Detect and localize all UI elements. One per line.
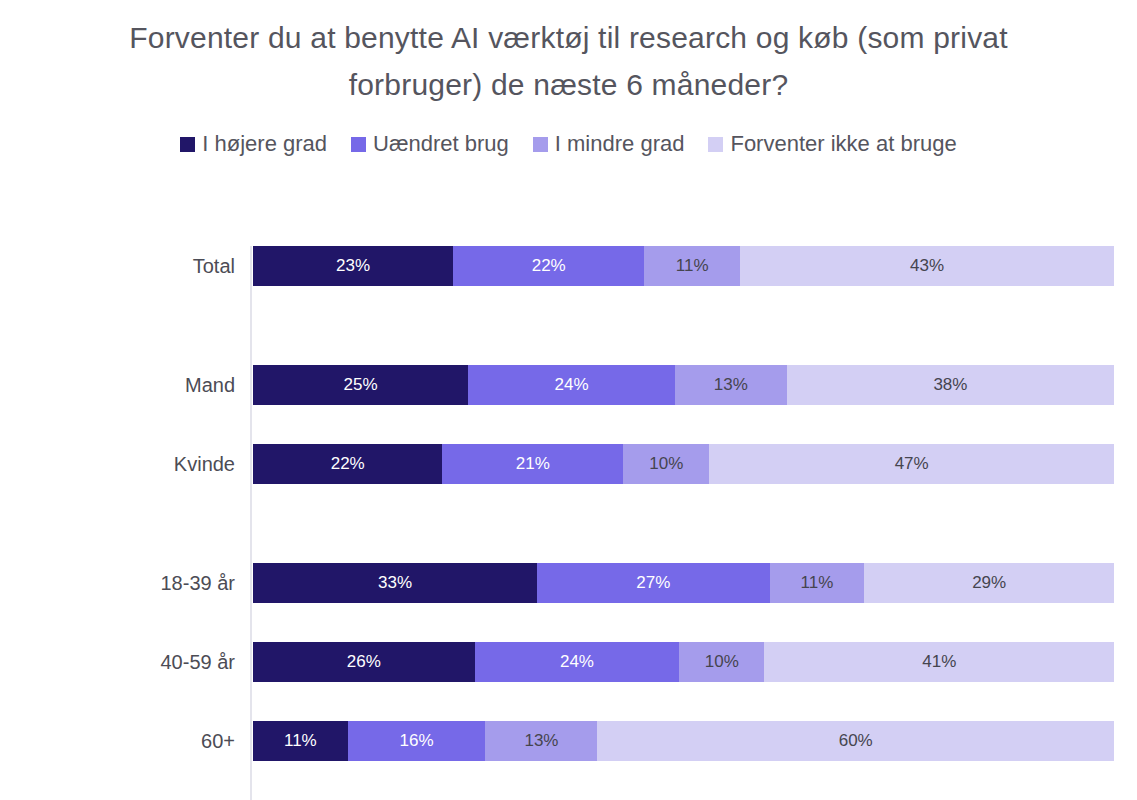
bar-segment: 24% (475, 642, 680, 682)
segment-value-label: 47% (895, 454, 929, 474)
bar-segment: 41% (764, 642, 1114, 682)
bar-segment: 60% (597, 721, 1114, 761)
bar-segment: 47% (709, 444, 1114, 484)
bar-segment: 29% (864, 563, 1114, 603)
category-label: 60+ (0, 730, 235, 753)
bar-segment: 10% (679, 642, 764, 682)
legend-item: Uændret brug (351, 131, 509, 157)
segment-value-label: 26% (347, 652, 381, 672)
segment-value-label: 11% (801, 573, 834, 593)
category-label: Mand (0, 374, 235, 397)
segment-value-label: 24% (560, 652, 594, 672)
bar-row: Mand 25% 24% 13% 38% (0, 365, 1114, 405)
y-axis-line (250, 246, 252, 800)
bar-row: 60+ 11% 16% 13% 60% (0, 721, 1114, 761)
bar-segment: 10% (623, 444, 709, 484)
segment-value-label: 25% (344, 375, 378, 395)
bar-segment: 43% (740, 246, 1114, 286)
bar-segment: 11% (770, 563, 865, 603)
segment-value-label: 16% (400, 731, 434, 751)
legend: I højere grad Uændret brug I mindre grad Fo… (0, 131, 1137, 157)
segment-value-label: 11% (284, 731, 317, 751)
segment-value-label: 22% (331, 454, 365, 474)
chart-page: Forventer du at benytte AI værktøj til r… (0, 0, 1137, 800)
segment-value-label: 60% (839, 731, 873, 751)
segment-value-label: 13% (524, 731, 558, 751)
segment-value-label: 38% (933, 375, 967, 395)
bar-segment: 24% (468, 365, 675, 405)
legend-label: Uændret brug (373, 131, 509, 157)
category-label: Total (0, 255, 235, 278)
bar-row: 40-59 år 26% 24% 10% 41% (0, 642, 1114, 682)
bar-segment: 27% (537, 563, 769, 603)
bar-row: Total 23% 22% 11% 43% (0, 246, 1114, 286)
segment-value-label: 11% (676, 256, 709, 276)
stacked-bar: 23% 22% 11% 43% (253, 246, 1114, 286)
legend-item: I mindre grad (533, 131, 685, 157)
bar-segment: 21% (442, 444, 623, 484)
stacked-bar-chart: Total 23% 22% 11% 43% Mand 25% 24% 13% 38% Kvinde 2… (0, 246, 1137, 800)
stacked-bar: 25% 24% 13% 38% (253, 365, 1114, 405)
segment-value-label: 27% (636, 573, 670, 593)
segment-value-label: 23% (336, 256, 370, 276)
bar-segment: 38% (787, 365, 1114, 405)
legend-item: Forventer ikke at bruge (708, 131, 956, 157)
segment-value-label: 24% (555, 375, 589, 395)
bar-segment: 11% (644, 246, 740, 286)
chart-title: Forventer du at benytte AI værktøj til r… (79, 14, 1059, 108)
bar-segment: 33% (253, 563, 537, 603)
segment-value-label: 21% (516, 454, 550, 474)
bar-segment: 22% (453, 246, 644, 286)
bar-row: Kvinde 22% 21% 10% 47% (0, 444, 1114, 484)
stacked-bar: 11% 16% 13% 60% (253, 721, 1114, 761)
bar-segment: 11% (253, 721, 348, 761)
segment-value-label: 10% (649, 454, 683, 474)
segment-value-label: 22% (532, 256, 566, 276)
legend-label: Forventer ikke at bruge (730, 131, 956, 157)
legend-item: I højere grad (180, 131, 327, 157)
category-label: 40-59 år (0, 651, 235, 674)
legend-label: I mindre grad (555, 131, 685, 157)
bar-row: 18-39 år 33% 27% 11% 29% (0, 563, 1114, 603)
segment-value-label: 33% (378, 573, 412, 593)
segment-value-label: 43% (910, 256, 944, 276)
legend-swatch-icon (533, 137, 548, 152)
category-label: 18-39 år (0, 572, 235, 595)
bar-segment: 13% (675, 365, 787, 405)
stacked-bar: 33% 27% 11% 29% (253, 563, 1114, 603)
segment-value-label: 10% (705, 652, 739, 672)
legend-swatch-icon (708, 137, 723, 152)
bar-segment: 25% (253, 365, 468, 405)
stacked-bar: 22% 21% 10% 47% (253, 444, 1114, 484)
bar-segment: 16% (348, 721, 486, 761)
segment-value-label: 29% (972, 573, 1006, 593)
bar-segment: 22% (253, 444, 442, 484)
bar-segment: 26% (253, 642, 475, 682)
legend-label: I højere grad (202, 131, 327, 157)
segment-value-label: 41% (922, 652, 956, 672)
legend-swatch-icon (180, 137, 195, 152)
legend-swatch-icon (351, 137, 366, 152)
bar-segment: 13% (485, 721, 597, 761)
stacked-bar: 26% 24% 10% 41% (253, 642, 1114, 682)
segment-value-label: 13% (714, 375, 748, 395)
category-label: Kvinde (0, 453, 235, 476)
bar-segment: 23% (253, 246, 453, 286)
